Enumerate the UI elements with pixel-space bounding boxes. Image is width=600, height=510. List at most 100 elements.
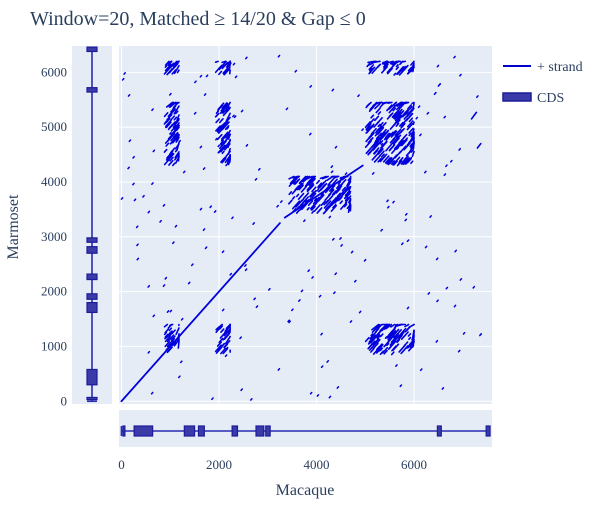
match-segment <box>203 93 207 96</box>
match-segment <box>398 111 404 116</box>
match-segment <box>399 112 406 119</box>
match-segment <box>193 111 197 115</box>
legend-label-strand: + strand <box>537 60 583 75</box>
match-segment <box>302 175 311 183</box>
match-segment <box>164 276 168 280</box>
dot-matrix <box>120 54 483 403</box>
match-segment <box>383 325 388 330</box>
match-segment <box>408 127 414 134</box>
match-segment <box>380 140 388 149</box>
match-segment <box>223 68 230 76</box>
match-segment <box>385 133 392 141</box>
match-segment <box>316 394 320 397</box>
match-segment <box>453 55 456 59</box>
match-segment <box>162 203 166 207</box>
match-segment <box>376 333 381 339</box>
marmoset-cds-box <box>86 396 98 401</box>
marmoset-cds-box <box>86 368 98 386</box>
match-segment <box>172 241 175 245</box>
match-segment <box>357 94 360 98</box>
match-segment <box>221 250 225 254</box>
match-segment <box>287 319 290 323</box>
match-segment <box>396 146 400 150</box>
chart-title: Window=20, Matched ≥ 14/20 & Gap ≤ 0 <box>30 8 366 30</box>
match-segment <box>173 105 180 115</box>
match-segment <box>227 158 231 166</box>
match-segment <box>412 121 415 126</box>
match-segment <box>199 74 203 78</box>
match-segment <box>453 304 457 308</box>
match-segment <box>223 343 229 349</box>
macaque-track-area <box>119 410 492 447</box>
match-segment <box>312 196 320 205</box>
match-segment <box>398 156 404 163</box>
match-segment <box>330 165 334 169</box>
match-segment <box>317 182 323 188</box>
match-segment <box>398 344 406 353</box>
match-segment <box>388 113 393 118</box>
match-segment <box>291 196 296 200</box>
match-segment <box>164 60 170 66</box>
match-segment <box>167 346 173 353</box>
match-segment <box>174 224 178 228</box>
match-segment <box>220 131 229 140</box>
match-segment <box>368 70 372 75</box>
match-segment <box>374 101 383 110</box>
match-segment <box>376 338 381 344</box>
match-segment <box>194 80 197 84</box>
match-segment <box>221 137 229 146</box>
match-segment <box>404 212 408 216</box>
match-segment <box>405 112 414 122</box>
match-segment <box>225 335 231 345</box>
match-segment <box>373 155 381 163</box>
match-segment <box>311 192 317 199</box>
match-segment <box>358 310 362 314</box>
match-segment <box>216 341 223 347</box>
match-segment <box>419 133 422 137</box>
match-segment <box>127 166 130 170</box>
match-segment <box>379 150 385 157</box>
match-segment <box>323 183 331 192</box>
match-segment <box>310 205 316 211</box>
match-segment <box>169 150 174 155</box>
match-segment <box>375 324 383 332</box>
marmoset-cds-track <box>86 46 98 403</box>
macaque-cds-box <box>436 425 442 437</box>
match-segment <box>376 343 383 351</box>
match-segment <box>408 132 413 137</box>
match-segment <box>164 63 172 72</box>
match-segment <box>222 108 230 117</box>
match-segment <box>344 196 349 202</box>
match-segment <box>435 339 439 343</box>
match-segment <box>330 170 334 174</box>
match-segment <box>379 323 388 332</box>
match-segment <box>240 109 244 113</box>
match-segment <box>311 186 317 193</box>
match-segment <box>406 67 414 75</box>
y-axis-label: Marmoset <box>5 194 22 259</box>
match-segment <box>168 132 176 141</box>
match-segment <box>306 182 314 191</box>
match-segment <box>244 268 248 272</box>
match-segment <box>343 203 348 208</box>
match-segment <box>174 149 178 153</box>
match-segment <box>392 111 398 118</box>
match-segment <box>215 110 220 114</box>
match-segment <box>383 349 388 355</box>
match-segment <box>436 64 440 68</box>
match-segment <box>152 149 156 153</box>
match-segment <box>225 150 231 158</box>
match-segment <box>393 72 397 76</box>
match-segment <box>202 228 206 232</box>
match-segment <box>404 323 410 328</box>
match-segment <box>400 331 409 340</box>
match-segment <box>171 69 177 75</box>
match-segment <box>254 177 258 181</box>
match-segment <box>175 126 180 132</box>
marmoset-cds-box <box>86 293 98 300</box>
match-segment <box>168 92 172 96</box>
match-segment <box>396 103 403 111</box>
match-segment <box>379 333 384 338</box>
match-segment <box>295 193 300 198</box>
match-segment <box>288 191 293 196</box>
